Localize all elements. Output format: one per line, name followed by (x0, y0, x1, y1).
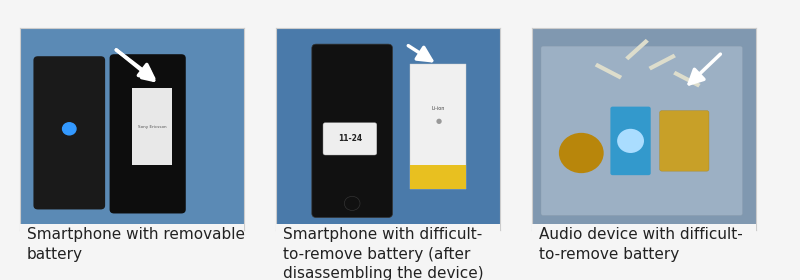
FancyBboxPatch shape (312, 44, 393, 218)
FancyBboxPatch shape (610, 107, 650, 175)
Text: Sony Ericsson: Sony Ericsson (138, 125, 166, 129)
Circle shape (617, 129, 644, 153)
FancyBboxPatch shape (34, 56, 105, 209)
FancyBboxPatch shape (541, 46, 742, 216)
Bar (132, 88, 172, 165)
Bar (410, 64, 466, 189)
Text: 11-24: 11-24 (338, 134, 362, 143)
Bar (625, 39, 649, 60)
Circle shape (559, 133, 604, 173)
Bar (673, 71, 701, 87)
Circle shape (62, 123, 76, 135)
FancyBboxPatch shape (660, 111, 709, 171)
FancyArrowPatch shape (689, 54, 720, 84)
Bar (650, 67, 678, 83)
FancyArrowPatch shape (116, 50, 154, 78)
Bar (410, 165, 466, 189)
Text: Audio device with difficult-
to-remove battery: Audio device with difficult- to-remove b… (538, 227, 742, 262)
Text: Smartphone with removable
battery: Smartphone with removable battery (26, 227, 245, 262)
Bar (593, 50, 620, 66)
FancyBboxPatch shape (110, 54, 186, 213)
Text: Smartphone with difficult-
to-remove battery (after
disassembling the device): Smartphone with difficult- to-remove bat… (282, 227, 483, 280)
Text: Li-ion: Li-ion (432, 106, 445, 111)
Text: ●: ● (435, 118, 442, 124)
FancyArrowPatch shape (408, 46, 432, 61)
FancyBboxPatch shape (323, 123, 377, 155)
